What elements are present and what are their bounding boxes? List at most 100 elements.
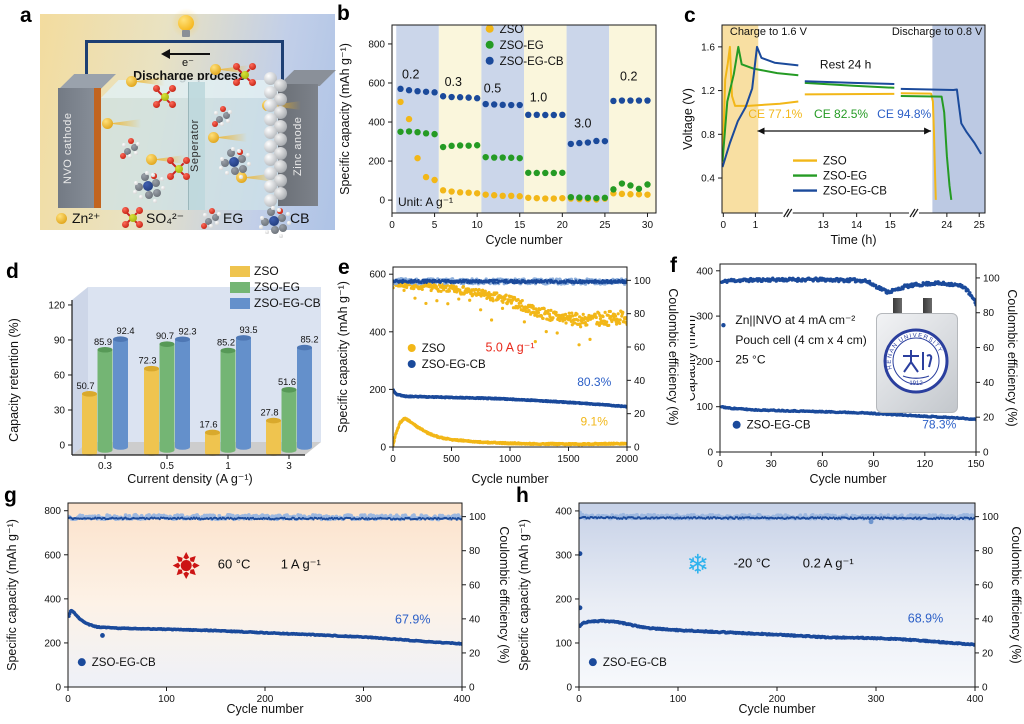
legend-label: ZSO-EG-CB [747, 420, 811, 432]
data-point [456, 142, 464, 149]
x-tick-label: 25 [974, 220, 986, 231]
annotation: Pouch cell (4 cm x 4 cm) [735, 333, 866, 347]
data-point [541, 316, 545, 321]
data-point [627, 97, 634, 104]
data-point [571, 314, 575, 318]
carbon-ball [239, 165, 247, 173]
bar-cap [113, 336, 128, 342]
nvo-cathode-slab [58, 88, 94, 208]
hydrogen-ball [122, 143, 126, 147]
eg-label: EG [223, 210, 244, 226]
plot-border [721, 24, 986, 214]
bar-cap [266, 417, 281, 424]
x-tick-label: 0 [65, 694, 71, 705]
carbon-ball [212, 214, 219, 221]
hydrogen-ball [134, 181, 138, 185]
oxygen-ball [183, 173, 190, 180]
zinc-sphere [274, 173, 287, 187]
carbon-ball [216, 116, 223, 123]
data-point [446, 302, 450, 306]
voltage-curve [721, 45, 937, 200]
annotation: 67.9% [395, 613, 430, 627]
data-point [542, 169, 549, 177]
data-point [455, 518, 458, 521]
sulfur-ball [161, 93, 169, 101]
data-point [520, 298, 524, 303]
data-point [594, 315, 598, 320]
arrowhead-icon [757, 127, 765, 135]
data-point [555, 331, 559, 335]
x-tick-label: 60 [817, 459, 829, 470]
r-axis-title: Coulombic efficiency (%) [497, 526, 511, 663]
x-tick-label: 1500 [557, 454, 580, 465]
data-point [644, 97, 651, 104]
data-point [483, 289, 487, 293]
annotation: Rest 24 h [820, 58, 871, 72]
oxygen-ball [136, 207, 143, 214]
bar-foot [220, 447, 236, 453]
bar-value-label: 92.4 [116, 326, 134, 336]
r-tick-label: 80 [634, 309, 646, 320]
data-point [621, 310, 625, 314]
x-tick-label: 30 [642, 220, 654, 231]
data-point [522, 320, 526, 324]
bar-cap [297, 344, 312, 351]
data-point [627, 191, 634, 198]
data-point [312, 518, 315, 521]
data-point [593, 194, 600, 202]
hydrogen-ball [231, 147, 235, 151]
x-tick-label: 300 [355, 694, 372, 705]
legend-marker-icon [485, 24, 494, 33]
y-tick-label: 400 [696, 266, 713, 277]
carbon-ball [238, 155, 246, 163]
data-point [972, 297, 976, 302]
data-point [525, 169, 532, 176]
y-tick-label: 400 [44, 594, 61, 605]
hydrogen-ball [151, 173, 155, 177]
plot-background [579, 503, 975, 687]
hydrogen-ball [209, 224, 213, 228]
data-point [422, 88, 430, 95]
data-point [852, 277, 857, 281]
data-point [405, 128, 413, 135]
data-point [550, 169, 558, 177]
data-point [495, 291, 499, 295]
data-point [490, 192, 498, 199]
data-point [431, 89, 438, 96]
data-point [616, 312, 620, 316]
zn-ion-trail [215, 133, 247, 142]
zn-ion-trail [243, 173, 275, 182]
data-point [473, 142, 481, 149]
data-point [579, 325, 583, 329]
rate-band [396, 25, 439, 213]
rate-band [524, 25, 567, 213]
data-point [635, 97, 643, 104]
y-tick-label: 600 [44, 550, 61, 561]
data-point [508, 192, 515, 200]
data-point [123, 513, 128, 518]
data-point [598, 313, 602, 318]
data-point [593, 312, 597, 316]
hydrogen-ball [279, 234, 283, 238]
r-axis-title: Coulombic efficiency (%) [1005, 289, 1019, 426]
data-point [120, 516, 123, 519]
y-tick-label: 120 [48, 300, 65, 311]
panel-label-h: h [516, 484, 529, 507]
bar-value-label: 85.9 [94, 337, 112, 347]
zn-ion-icon [210, 64, 221, 75]
carbon-ball [152, 179, 160, 187]
y-tick-label: 30 [54, 405, 66, 416]
data-point [499, 192, 506, 200]
data-point [442, 288, 446, 292]
x-tick-label: 150 [968, 459, 985, 470]
data-point [588, 337, 592, 341]
zn-ion-icon [146, 154, 157, 165]
data-point [508, 101, 515, 109]
data-point [508, 154, 515, 161]
panel-label-a: a [20, 4, 32, 27]
data-point [968, 291, 972, 295]
hydrogen-ball [287, 221, 291, 225]
data-point [542, 195, 549, 202]
hydrogen-ball [220, 122, 224, 126]
